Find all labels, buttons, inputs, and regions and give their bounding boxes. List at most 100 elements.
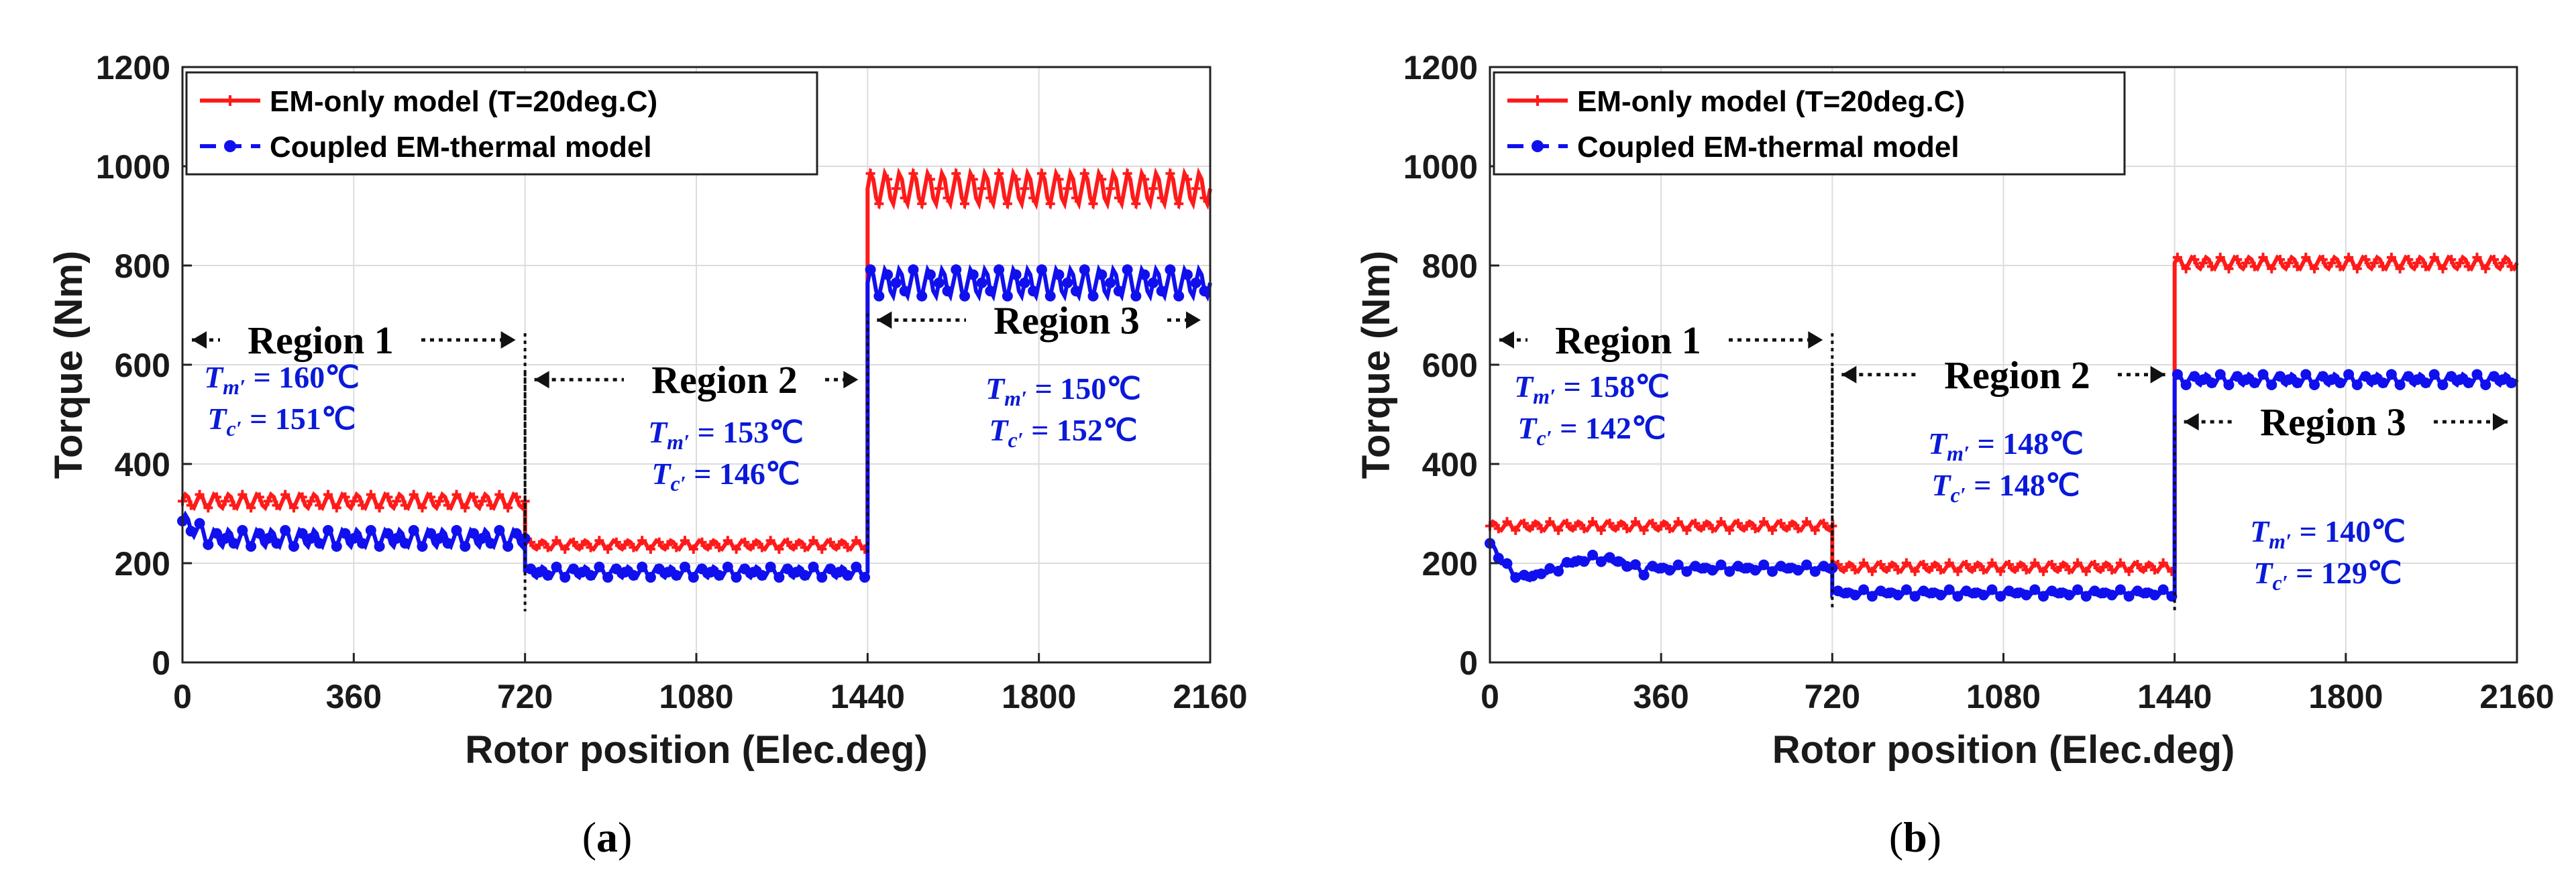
series-marker [977, 278, 987, 288]
series-marker [1053, 270, 1064, 280]
series-marker [229, 538, 239, 548]
annot-tm-sub: m′ [2269, 529, 2292, 553]
annot-tc: Tc′ = 152℃ [989, 413, 1137, 452]
series-marker [1165, 264, 1175, 275]
annot-tc-sub: c′ [1537, 426, 1552, 450]
series-marker [280, 525, 290, 536]
series-marker [1502, 559, 1513, 569]
series-marker [494, 525, 504, 536]
region-arrowhead-left [535, 371, 549, 388]
series-marker [977, 184, 987, 193]
series-marker [1157, 286, 1167, 296]
series-marker [594, 562, 604, 573]
x-tick-label: 360 [326, 678, 382, 715]
y-tick-label: 800 [1422, 247, 1478, 285]
y-tick-label: 200 [1422, 545, 1478, 583]
x-tick-label: 1440 [830, 678, 905, 715]
annot-tm-sub: m′ [1533, 384, 1556, 408]
caption-open: ( [582, 813, 596, 861]
region-label: Region 1 [1555, 318, 1701, 362]
series-marker [1062, 278, 1073, 288]
annot-tm: Tm′ = 153℃ [648, 415, 804, 454]
series-marker [908, 264, 918, 275]
annot-tm: Tm′ = 150℃ [985, 371, 1141, 410]
series-marker [502, 541, 513, 552]
series-marker [934, 184, 944, 193]
series-marker [1139, 270, 1150, 280]
series-marker [2300, 369, 2311, 379]
annot-tm: Tm′ = 158℃ [1514, 369, 1670, 408]
annot-tc-sub: c′ [671, 471, 686, 495]
series-marker [1063, 184, 1072, 193]
legend-entry: EM-only model (T=20deg.C) [270, 85, 657, 118]
panel-caption: (a) [582, 813, 633, 861]
series-marker [451, 525, 462, 536]
x-tick-label: 720 [1805, 678, 1860, 715]
annot-tm: Tm′ = 148℃ [1928, 426, 2084, 465]
series-marker [900, 286, 910, 296]
region-arrowhead-right [843, 371, 858, 388]
y-tick-label: 400 [115, 446, 170, 483]
annot-tm-sub: m′ [1004, 386, 1027, 410]
series-marker [2223, 379, 2234, 390]
legend: EM-only model (T=20deg.C)Coupled EM-ther… [1494, 72, 2125, 174]
series-marker [1673, 559, 1684, 570]
caption-close: ) [1927, 813, 1941, 861]
region-arrowhead-right [1186, 311, 1201, 329]
annot-tc-value: = 152℃ [1024, 413, 1138, 447]
series-marker [851, 562, 861, 573]
y-tick-label: 600 [115, 347, 170, 384]
annot-tc-value: = 151℃ [242, 402, 356, 436]
series-marker [586, 570, 596, 581]
series-marker [2437, 379, 2448, 390]
region-arrowhead-left [1499, 331, 1514, 349]
series-marker [1079, 264, 1090, 275]
series-marker [1096, 270, 1107, 280]
series-marker [1191, 184, 1201, 193]
caption-letter: b [1903, 813, 1927, 861]
series-marker [323, 525, 333, 536]
series-marker [1199, 286, 1210, 296]
y-tick-label: 1200 [1403, 49, 1478, 86]
series-marker [1148, 278, 1159, 288]
series-marker [357, 538, 368, 548]
series-marker [2506, 377, 2516, 388]
series-marker [2429, 369, 2440, 379]
series-marker [2072, 584, 2083, 595]
x-tick-label: 1080 [659, 678, 733, 715]
series-marker [2420, 377, 2431, 388]
annot-tm-value: = 150℃ [1027, 371, 1141, 406]
annot-tc: Tc′ = 142℃ [1517, 411, 1666, 450]
region-arrowhead-right [1808, 331, 1823, 349]
series-marker [1639, 570, 1650, 581]
series-marker [859, 572, 870, 583]
x-tick-label: 720 [497, 678, 553, 715]
series-marker [891, 278, 902, 288]
y-tick-label: 1000 [1403, 148, 1478, 186]
series-marker [2395, 379, 2406, 390]
series-marker [1173, 291, 1184, 302]
series-marker [688, 572, 699, 583]
series-marker [816, 572, 827, 583]
series-marker [2158, 584, 2169, 595]
series-marker [486, 538, 496, 548]
x-axis-label: Rotor position (Elec.deg) [1772, 728, 2235, 772]
series-marker [757, 570, 767, 581]
y-tick-label: 400 [1422, 446, 1478, 483]
series-marker [1122, 264, 1133, 275]
annot-tc-value: = 142℃ [1552, 411, 1666, 445]
series-marker [2343, 369, 2354, 379]
panel-caption: (b) [1889, 813, 1941, 861]
series-marker [460, 541, 470, 552]
series-marker [551, 562, 561, 573]
legend: EM-only model (T=20deg.C)Coupled EM-ther… [186, 72, 817, 174]
series-marker [934, 278, 945, 288]
series-marker [994, 264, 1004, 275]
series-marker [409, 525, 419, 536]
region-arrowhead-left [1841, 366, 1856, 384]
series-marker [2309, 379, 2320, 390]
series-marker [2029, 584, 2040, 595]
series-marker [959, 291, 970, 302]
series-marker [1071, 286, 1081, 296]
series-marker [1191, 278, 1201, 288]
